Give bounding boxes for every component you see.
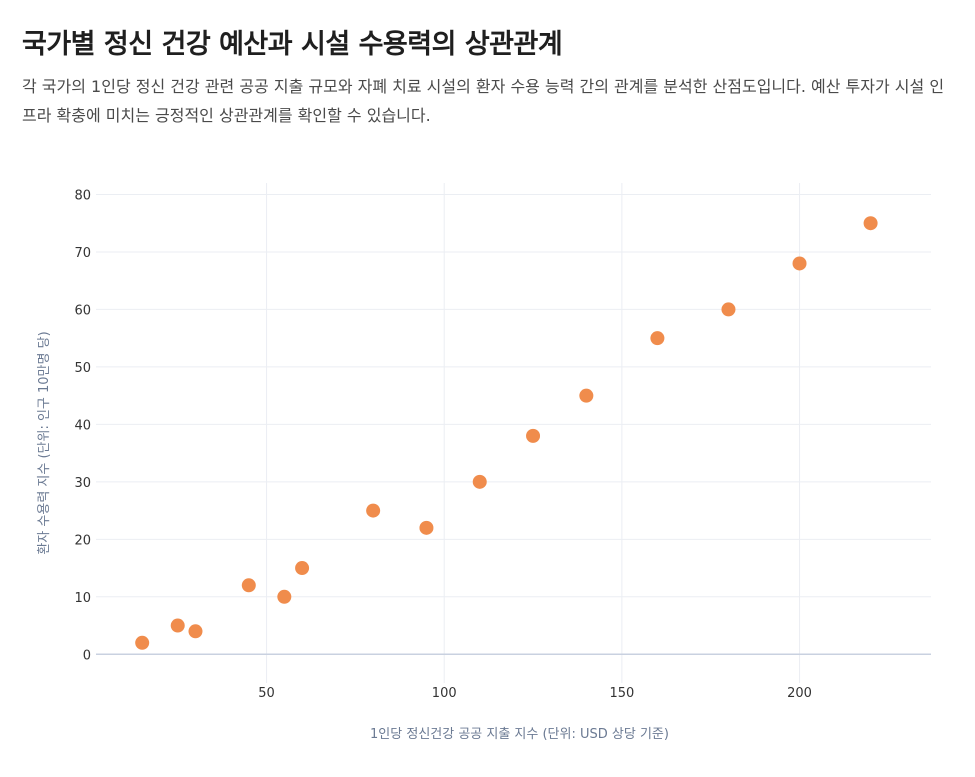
- data-point[interactable]: [721, 302, 736, 317]
- x-tick-label: 100: [432, 686, 457, 701]
- data-point[interactable]: [419, 520, 434, 535]
- data-point[interactable]: [135, 635, 150, 650]
- y-tick-label: 20: [74, 533, 91, 548]
- grid-layer: [96, 183, 931, 683]
- chart-subtitle: 각 국가의 1인당 정신 건강 관련 공공 지출 규모와 자폐 치료 시설의 환…: [22, 77, 945, 125]
- x-tick-label: 50: [258, 686, 275, 701]
- point-layer: [135, 216, 878, 650]
- y-tick-label: 70: [74, 246, 91, 261]
- tick-layer: 0 10 20 30 40 50 60 70 80 50 100 150 200: [74, 188, 811, 701]
- y-tick-label: 60: [74, 303, 91, 318]
- data-point[interactable]: [188, 624, 203, 639]
- data-point[interactable]: [170, 618, 185, 633]
- data-point[interactable]: [792, 256, 807, 271]
- data-point[interactable]: [295, 561, 310, 576]
- data-point[interactable]: [650, 331, 665, 346]
- y-tick-label: 10: [74, 591, 91, 606]
- data-point[interactable]: [579, 388, 594, 403]
- chart-title: 국가별 정신 건강 예산과 시설 수용력의 상관관계: [22, 29, 563, 60]
- data-point[interactable]: [277, 589, 292, 604]
- y-axis-title: 환자 수용력 지수 (단위: 인구 10만명 당): [37, 331, 52, 554]
- y-tick-label: 50: [74, 361, 91, 376]
- y-tick-label: 0: [83, 648, 91, 663]
- data-point[interactable]: [863, 216, 878, 231]
- x-tick-label: 200: [787, 686, 812, 701]
- x-tick-label: 150: [609, 686, 634, 701]
- data-point[interactable]: [366, 503, 381, 518]
- data-point[interactable]: [472, 474, 487, 489]
- y-tick-label: 40: [74, 418, 91, 433]
- y-tick-label: 80: [74, 188, 91, 203]
- y-tick-label: 30: [74, 476, 91, 491]
- x-axis-title: 1인당 정신건강 공공 지출 지수 (단위: USD 상당 기준): [370, 727, 669, 742]
- data-point[interactable]: [526, 428, 541, 443]
- data-point[interactable]: [241, 578, 256, 593]
